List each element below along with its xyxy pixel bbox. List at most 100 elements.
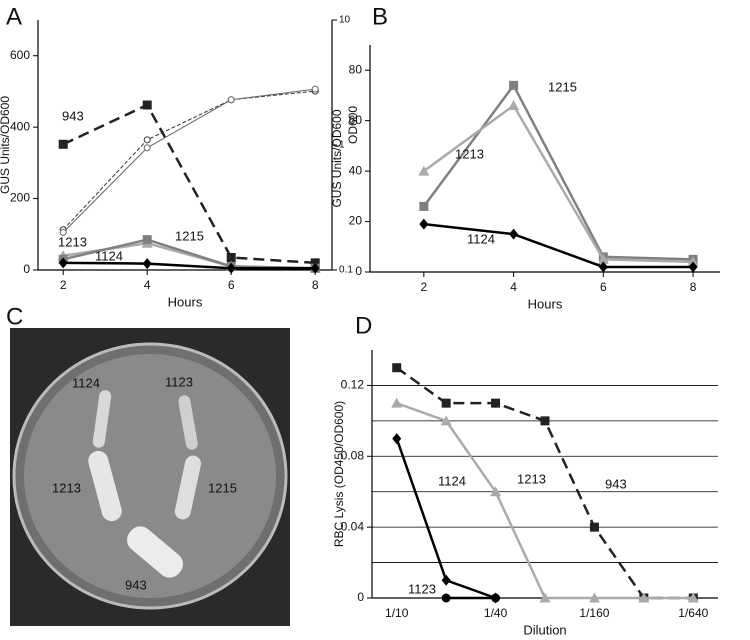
streak (174, 455, 201, 520)
panel-letter: D (355, 312, 372, 339)
marker (143, 136, 151, 144)
marker (687, 592, 699, 603)
panel-letter: A (6, 3, 22, 30)
x-tick-label: 2 (421, 280, 428, 294)
y-tick-label: 0.12 (341, 378, 365, 392)
y-tick-label: 80 (349, 62, 363, 76)
marker (490, 486, 502, 497)
series-label: 1215 (548, 79, 577, 94)
marker (588, 592, 600, 603)
x-tick-label: 6 (600, 280, 607, 294)
y-tick-label: 0.04 (341, 519, 365, 533)
y-tick-label: 200 (10, 191, 30, 205)
x-tick-label: 1/10 (385, 606, 409, 620)
y-tick-label: 600 (10, 48, 30, 62)
strain-label: 1213 (52, 480, 81, 495)
marker (597, 253, 609, 264)
marker (419, 218, 429, 230)
marker (419, 201, 429, 211)
series-label: 1123 (408, 581, 436, 596)
marker (58, 139, 68, 149)
agar (24, 354, 276, 598)
series-line (423, 103, 694, 264)
x-tick-label: 4 (144, 278, 151, 292)
series-label: 943 (62, 108, 84, 123)
marker (441, 574, 451, 586)
marker (509, 228, 519, 240)
marker (310, 262, 320, 274)
y-tick-label: 60 (349, 113, 363, 127)
marker (539, 592, 551, 603)
strain-label: 1215 (208, 480, 237, 495)
series-label: 943 (605, 476, 627, 491)
series-label: 1213 (455, 146, 484, 161)
marker (392, 433, 402, 445)
marker (59, 228, 67, 236)
y2-tick-label: 1 (339, 140, 345, 151)
x-tick-label: 8 (690, 280, 697, 294)
marker (440, 415, 452, 426)
marker (227, 96, 235, 104)
marker (226, 253, 236, 262)
y-tick-label: 0 (23, 262, 30, 276)
y-tick-label: 400 (10, 119, 30, 133)
marker (441, 593, 451, 603)
x-tick-label: 1/640 (678, 606, 708, 620)
marker (142, 258, 152, 270)
streak (92, 390, 112, 448)
marker (508, 100, 520, 111)
streak (88, 450, 122, 522)
series-label: 1213 (58, 234, 87, 249)
series-line (422, 83, 694, 261)
series-label: 1124 (467, 231, 495, 246)
x-axis-label: Hours (528, 296, 563, 311)
marker (509, 80, 519, 90)
y-axis-label: GUS Units/OD600 (0, 96, 12, 194)
y-tick-label: 20 (349, 214, 363, 228)
x-tick-label: 4 (510, 280, 517, 294)
marker (143, 144, 151, 152)
marker (391, 397, 403, 408)
x-tick-label: 6 (228, 278, 235, 292)
y2-tick-label: 10 (339, 15, 351, 26)
plate-photo: 1124 1123 1213 1215 943 (10, 328, 290, 626)
y-tick-label: 40 (349, 163, 363, 177)
series-line (62, 103, 316, 265)
series-label: 1215 (175, 228, 204, 243)
x-tick-label: 1/160 (579, 606, 609, 620)
marker (441, 398, 451, 408)
strain-label: 1123 (165, 374, 193, 389)
panel-letter: B (372, 3, 388, 30)
x-tick-label: 1/40 (484, 606, 508, 620)
marker (491, 398, 501, 408)
series-label: 1124 (95, 248, 123, 263)
x-tick-label: 8 (312, 278, 319, 292)
strain-label: 1124 (72, 375, 100, 390)
series-label: 1124 (438, 473, 466, 488)
marker (491, 593, 501, 603)
y-axis-label: GUS Units/OD600 (330, 109, 344, 207)
series-line (423, 222, 694, 269)
marker (540, 416, 550, 426)
series-line (62, 90, 316, 231)
y2-axis-label: OD600 (346, 106, 360, 144)
y-tick-label: 0.08 (341, 448, 365, 462)
marker (142, 235, 152, 245)
y2-tick-label: 0.1 (339, 265, 353, 276)
marker (226, 262, 236, 274)
strain-label: 943 (125, 577, 147, 592)
series-label: 1213 (517, 471, 546, 486)
x-axis-label: Dilution (523, 622, 566, 637)
marker (638, 592, 650, 603)
marker (392, 363, 402, 373)
y-tick-label: 0 (355, 264, 362, 278)
streak (178, 395, 198, 450)
x-tick-label: 2 (60, 278, 67, 292)
y-tick-label: 0 (357, 590, 364, 604)
marker (598, 261, 608, 273)
marker (688, 261, 698, 273)
series-line (62, 88, 316, 233)
marker (58, 257, 68, 269)
streak (127, 526, 183, 578)
